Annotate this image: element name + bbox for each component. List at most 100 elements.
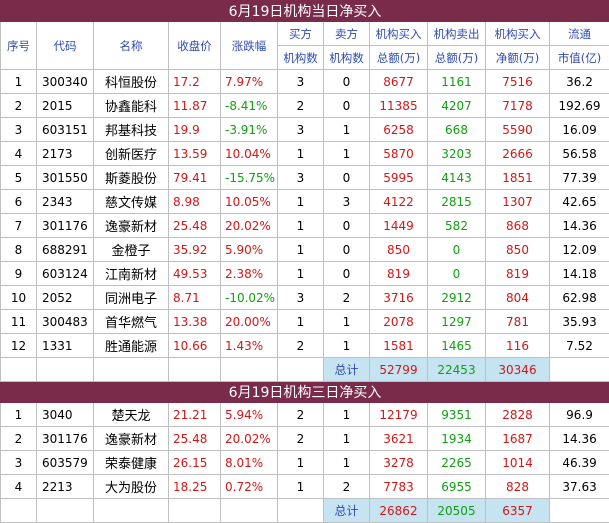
header-no: 序号 (1, 22, 37, 70)
stock-name: 首华燃气 (94, 310, 169, 334)
stock-name: 楚天龙 (94, 403, 169, 427)
buy-amount: 850 (370, 238, 428, 262)
buy-amount: 7783 (370, 475, 428, 499)
change-pct: 10.04% (221, 142, 278, 166)
seller-count: 1 (324, 403, 370, 427)
net-amount: 7516 (486, 70, 550, 94)
stock-code: 2173 (37, 142, 94, 166)
net-amount: 1307 (486, 190, 550, 214)
stock-code: 1331 (37, 334, 94, 358)
stock-name: 慈文传媒 (94, 190, 169, 214)
buyer-count: 1 (278, 214, 324, 238)
change-pct: -15.75% (221, 166, 278, 190)
sell-amount: 6955 (428, 475, 486, 499)
buy-amount: 819 (370, 262, 428, 286)
buy-amount: 12179 (370, 403, 428, 427)
buy-amount: 4122 (370, 190, 428, 214)
row-no: 11 (1, 310, 37, 334)
header-close: 收盘价 (169, 22, 221, 70)
buy-amount: 5870 (370, 142, 428, 166)
market-cap: 14.36 (550, 427, 609, 451)
stock-name: 大为股份 (94, 475, 169, 499)
change-pct: 5.94% (221, 403, 278, 427)
blank-cell (1, 358, 37, 382)
total-sell: 20505 (428, 499, 486, 523)
change-pct: -10.02% (221, 286, 278, 310)
stock-name: 荣泰健康 (94, 451, 169, 475)
total-buy: 26862 (370, 499, 428, 523)
net-amount: 2828 (486, 403, 550, 427)
row-no: 7 (1, 214, 37, 238)
seller-count: 1 (324, 451, 370, 475)
buy-amount: 5995 (370, 166, 428, 190)
stock-code: 2213 (37, 475, 94, 499)
sell-amount: 0 (428, 262, 486, 286)
market-cap: 77.39 (550, 166, 609, 190)
change-pct: -8.41% (221, 94, 278, 118)
stock-code: 301176 (37, 214, 94, 238)
seller-count: 3 (324, 190, 370, 214)
header-buyers-top: 买方 (278, 22, 324, 46)
buyer-count: 2 (278, 427, 324, 451)
row-no: 3 (1, 451, 37, 475)
blank-cell (1, 499, 37, 523)
total-buy: 52799 (370, 358, 428, 382)
blank-cell (550, 499, 609, 523)
sell-amount: 9351 (428, 403, 486, 427)
sell-amount: 4207 (428, 94, 486, 118)
header-name: 名称 (94, 22, 169, 70)
stock-name: 协鑫能科 (94, 94, 169, 118)
close-price: 8.98 (169, 190, 221, 214)
buy-amount: 2078 (370, 310, 428, 334)
total-label: 总计 (324, 499, 370, 523)
row-no: 4 (1, 475, 37, 499)
header-sellers-bottom: 机构数 (324, 46, 370, 70)
buyer-count: 2 (278, 94, 324, 118)
stock-name: 逸豪新材 (94, 427, 169, 451)
row-no: 10 (1, 286, 37, 310)
row-no: 1 (1, 403, 37, 427)
seller-count: 0 (324, 214, 370, 238)
header-change: 涨跌幅 (221, 22, 278, 70)
seller-count: 0 (324, 94, 370, 118)
net-amount: 7178 (486, 94, 550, 118)
net-amount: 850 (486, 238, 550, 262)
close-price: 35.92 (169, 238, 221, 262)
header-buy-bottom: 总额(万) (370, 46, 428, 70)
stock-name: 科恒股份 (94, 70, 169, 94)
net-amount: 828 (486, 475, 550, 499)
row-no: 2 (1, 427, 37, 451)
row-no: 4 (1, 142, 37, 166)
buyer-count: 1 (278, 475, 324, 499)
sell-amount: 1161 (428, 70, 486, 94)
row-no: 2 (1, 94, 37, 118)
seller-count: 1 (324, 334, 370, 358)
header-net-bottom: 净额(万) (486, 46, 550, 70)
row-no: 9 (1, 262, 37, 286)
sell-amount: 4143 (428, 166, 486, 190)
buyer-count: 1 (278, 238, 324, 262)
stock-code: 300340 (37, 70, 94, 94)
sell-amount: 2815 (428, 190, 486, 214)
buy-amount: 6258 (370, 118, 428, 142)
close-price: 13.59 (169, 142, 221, 166)
blank-cell (221, 499, 278, 523)
close-price: 21.21 (169, 403, 221, 427)
stock-name: 同洲电子 (94, 286, 169, 310)
header-cap-bottom: 市值(亿) (550, 46, 609, 70)
net-amount: 5590 (486, 118, 550, 142)
market-cap: 96.9 (550, 403, 609, 427)
change-pct: 0.72% (221, 475, 278, 499)
market-cap: 46.39 (550, 451, 609, 475)
market-cap: 16.09 (550, 118, 609, 142)
blank-cell (169, 358, 221, 382)
blank-cell (169, 499, 221, 523)
row-no: 5 (1, 166, 37, 190)
blank-cell (278, 499, 324, 523)
